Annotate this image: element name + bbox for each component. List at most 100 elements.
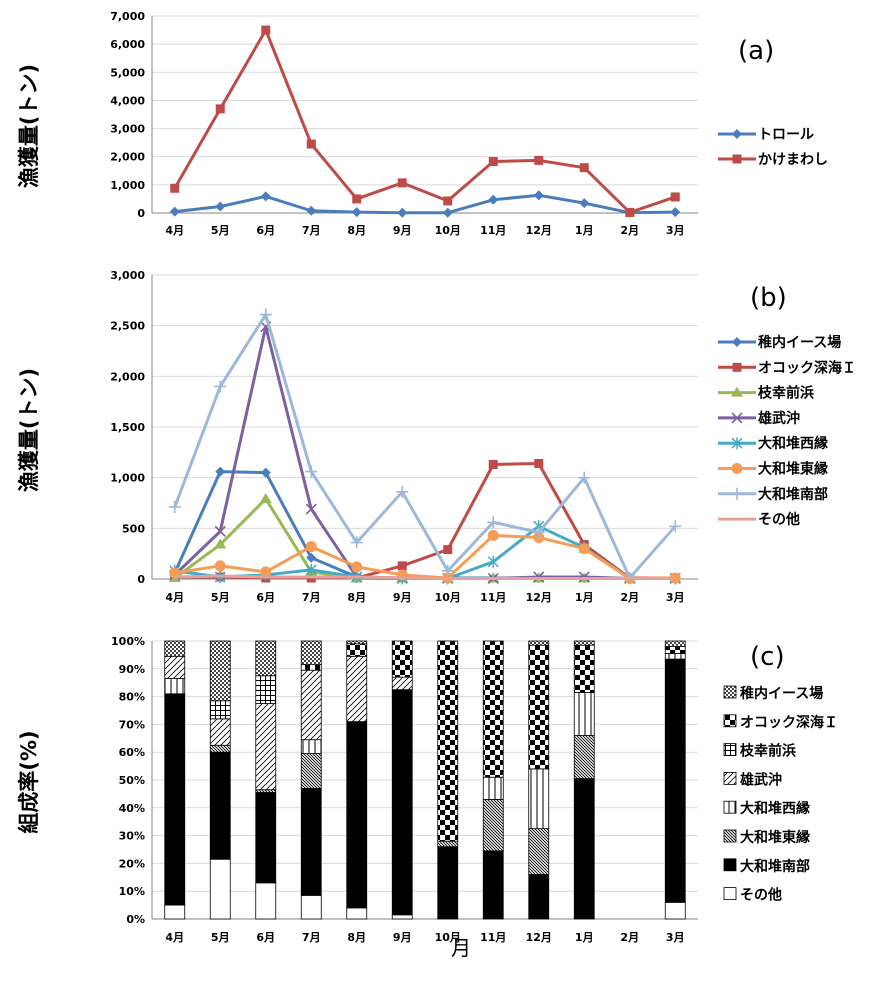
x-tick-label: 4月 [165, 591, 184, 604]
bar-segment [209, 744, 231, 753]
legend-label: その他 [740, 887, 782, 904]
data-point [578, 471, 591, 484]
x-tick-label: 11月 [480, 591, 506, 604]
x-tick-label: 7月 [302, 931, 321, 944]
series-2 [170, 25, 680, 217]
bar-segment [573, 644, 595, 693]
legend-swatch [723, 743, 737, 756]
legend-entry: オコック深海Ｉ [723, 714, 838, 731]
x-tick-label: 5月 [211, 591, 230, 604]
x-tick-label: 8月 [347, 224, 366, 237]
data-point [441, 564, 454, 577]
data-point [260, 467, 271, 478]
x-tick-label: 3月 [666, 224, 685, 237]
y-tick-label: 60% [119, 746, 145, 759]
bar-segment [391, 640, 413, 678]
bar-segment [209, 751, 231, 860]
bar-segment [300, 640, 322, 666]
data-point [169, 206, 180, 217]
data-point [534, 458, 544, 468]
data-point [670, 192, 680, 202]
legend-entry: 雄武沖 [723, 771, 782, 788]
series-line [173, 313, 677, 580]
legend-entry: 雄武沖 [718, 410, 800, 427]
bar-segment [573, 640, 595, 646]
bar-segment [209, 640, 231, 702]
bar-segment [164, 655, 186, 679]
data-point [578, 571, 590, 583]
x-axis-label: 月 [451, 936, 471, 960]
series-7 [168, 308, 682, 584]
bar-segment [164, 904, 186, 920]
legend-marker [731, 463, 743, 474]
data-point [397, 207, 408, 218]
y-tick-label: 2,000 [110, 151, 145, 164]
bar-segment [300, 787, 322, 896]
x-tick-label: 12月 [526, 931, 552, 944]
legend-entry: その他 [723, 887, 782, 904]
data-point [532, 526, 545, 539]
data-point [442, 207, 453, 218]
x-tick-label: 2月 [620, 591, 639, 604]
bar-segment [300, 894, 322, 920]
data-point [533, 571, 545, 583]
bar-segment [391, 914, 413, 920]
legend-swatch [723, 887, 737, 900]
data-point [305, 563, 317, 576]
legend-swatch [723, 714, 737, 728]
bar-segment [255, 789, 277, 793]
legend-label: 大和堆南部 [740, 858, 810, 875]
x-tick-label: 1月 [575, 931, 594, 944]
y-tick-label: 0% [126, 913, 145, 926]
legend-marker [731, 412, 743, 424]
legend-swatch [723, 685, 737, 699]
bar-segment [255, 882, 277, 920]
data-point [579, 163, 589, 173]
series-8 [174, 574, 676, 580]
bar-segment [255, 703, 277, 791]
x-tick-label: 2月 [620, 224, 639, 237]
legend-entry: 枝幸前浜 [723, 743, 796, 760]
legend-label: かけまわし [758, 152, 828, 168]
bar-segment [664, 901, 686, 920]
data-point [214, 525, 226, 537]
bar-segment [664, 640, 686, 647]
y-tick-label: 1,000 [110, 179, 145, 192]
bar-segment [255, 675, 277, 704]
bar-segment [573, 692, 595, 736]
legend-marker [732, 337, 742, 347]
chart-a: 0 1,000 2,000 3,000 4,000 5,000 6,000 7,000 4月 5月… [110, 10, 828, 237]
y-tick-label: 90% [119, 663, 145, 676]
bar-segment [346, 721, 368, 909]
data-point [259, 308, 272, 321]
bar-segment [482, 799, 504, 852]
y-tick-label: 500 [122, 522, 145, 535]
data-point [215, 201, 226, 212]
legend-marker [731, 437, 743, 450]
legend-swatch [723, 829, 737, 843]
data-point [170, 183, 180, 193]
series-line [174, 574, 676, 580]
bar-segment [437, 640, 459, 842]
data-point [214, 538, 227, 549]
bar-segment [164, 678, 186, 695]
x-tick-label: 12月 [526, 224, 552, 237]
ylabel-b: 漁獲量(トン) [17, 368, 41, 492]
legend-marker [731, 487, 743, 500]
y-tick-label: 1,500 [110, 421, 145, 434]
y-tick-label: 0 [137, 207, 145, 220]
y-tick-label: 6,000 [110, 38, 145, 51]
x-tick-label: 6月 [256, 591, 275, 604]
legend-entry: 大和堆東縁 [723, 829, 810, 846]
y-tick-label: 30% [119, 830, 145, 843]
data-point [215, 104, 225, 114]
y-tick-label: 50% [119, 774, 145, 787]
data-point [578, 543, 590, 555]
bar-segment [573, 735, 595, 780]
bar-segment [664, 658, 686, 903]
data-point [443, 196, 453, 206]
legend-marker [732, 362, 742, 372]
x-tick-label: 9月 [393, 224, 412, 237]
x-tick-label: 11月 [480, 224, 506, 237]
y-tick-label: 5,000 [110, 66, 145, 79]
